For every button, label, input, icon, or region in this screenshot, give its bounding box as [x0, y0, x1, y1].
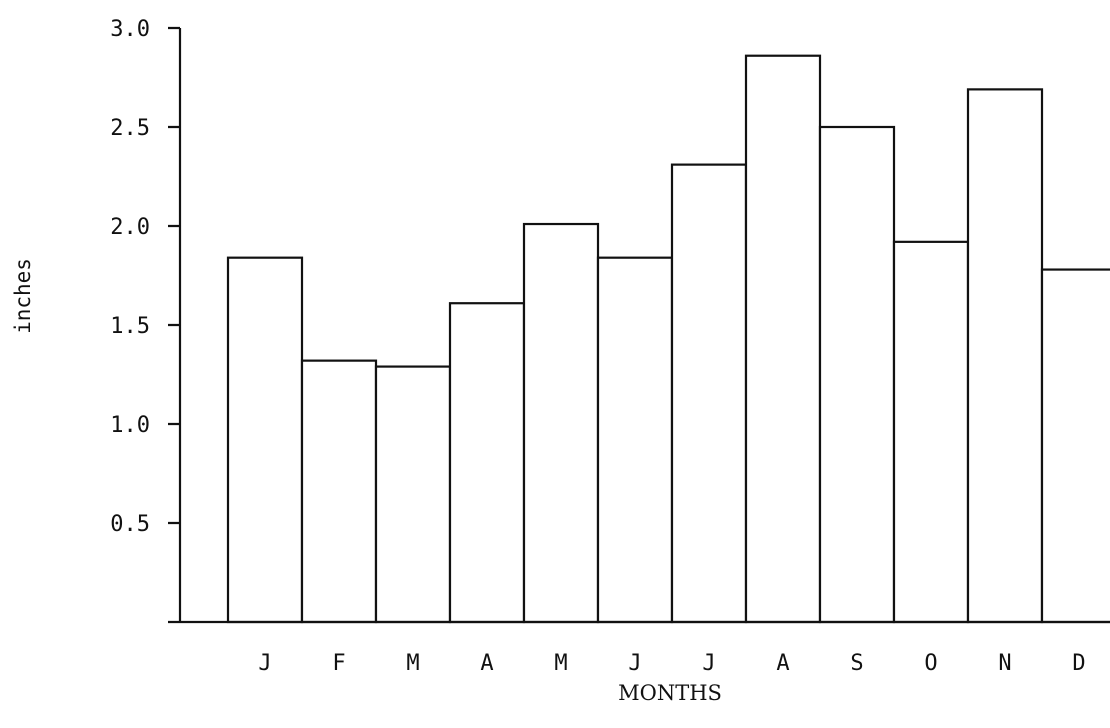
x-category-label: D	[1072, 651, 1085, 676]
x-category-label: N	[998, 651, 1011, 676]
x-category-label: O	[924, 651, 937, 676]
x-category-label: M	[554, 651, 567, 676]
x-category-label: M	[406, 651, 419, 676]
bar	[598, 258, 672, 622]
x-category-label: S	[850, 651, 863, 676]
x-category-label: J	[628, 651, 641, 676]
bar	[302, 361, 376, 622]
y-tick-label: 2.0	[110, 215, 150, 240]
y-tick-label: 1.5	[110, 314, 150, 339]
bar	[228, 258, 302, 622]
y-tick-label: 0.5	[110, 512, 150, 537]
x-axis-title: MONTHS	[618, 681, 722, 705]
bar	[524, 224, 598, 622]
y-tick-label: 2.5	[110, 116, 150, 141]
x-category-label: J	[702, 651, 715, 676]
bar	[894, 242, 968, 622]
y-tick-labels: 3.0 2.5 2.0 1.5 1.0 0.5	[110, 17, 150, 537]
x-category-label: A	[480, 651, 493, 676]
bar	[1042, 270, 1110, 622]
bar	[376, 367, 450, 622]
y-axis-title: inches	[11, 258, 35, 334]
y-tick-label: 1.0	[110, 413, 150, 438]
bar	[746, 56, 820, 622]
y-tick-label: 3.0	[110, 17, 150, 42]
bar	[968, 89, 1042, 622]
bar	[672, 165, 746, 622]
bars-group	[228, 56, 1110, 622]
bar	[820, 127, 894, 622]
x-category-label: A	[776, 651, 789, 676]
x-category-label: J	[258, 651, 271, 676]
x-category-label: F	[332, 651, 345, 676]
bar	[450, 303, 524, 622]
